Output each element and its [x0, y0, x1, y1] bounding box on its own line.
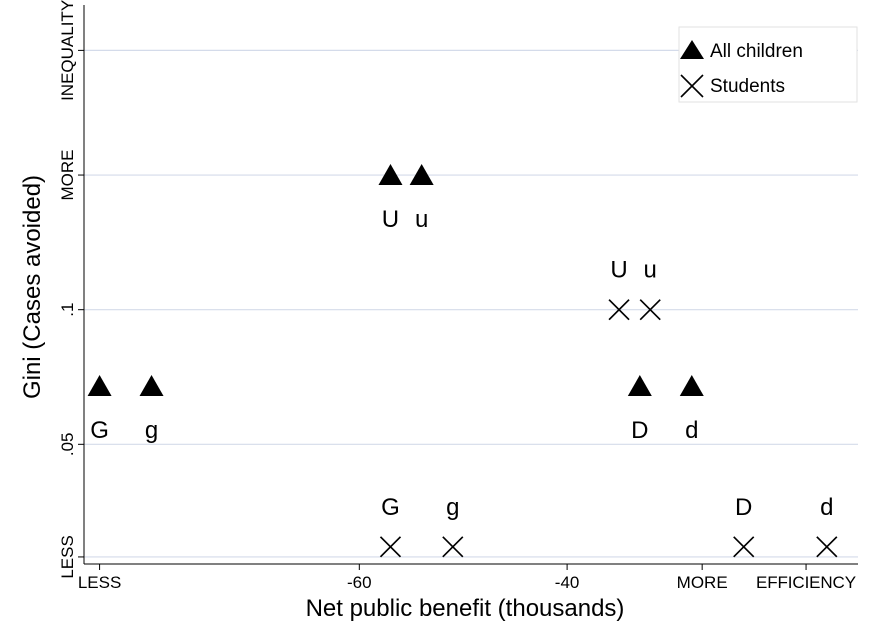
- x-marker-stroke: [379, 536, 402, 558]
- legend-label-students: Students: [710, 76, 785, 97]
- x-tick-label: EFFICIENCY: [756, 573, 856, 592]
- point-label: u: [644, 257, 657, 284]
- point-label: g: [446, 494, 459, 521]
- triangle-marker: [378, 164, 403, 186]
- point-label: D: [735, 494, 752, 521]
- x-marker: [733, 536, 755, 558]
- x-tick-label: LESS: [78, 573, 121, 592]
- legend-label-all-children: All children: [710, 41, 803, 62]
- x-marker-stroke: [733, 536, 755, 558]
- x-marker: [608, 299, 630, 321]
- point-label: U: [610, 257, 627, 284]
- y-axis-label: Gini (Cases avoided): [19, 175, 46, 399]
- legend-x-icon: [680, 74, 704, 98]
- point-label: d: [820, 494, 833, 521]
- x-marker-stroke: [608, 299, 630, 321]
- y-tick-label: INEQUALITY: [58, 0, 77, 101]
- triangle-marker: [139, 375, 164, 397]
- y-tick-label: .05: [58, 432, 77, 456]
- triangle-marker: [679, 375, 704, 397]
- point-label: U: [382, 206, 399, 233]
- point-label: g: [145, 417, 158, 444]
- x-marker-stroke: [816, 536, 838, 558]
- point-label: G: [381, 494, 400, 521]
- point-label: D: [631, 417, 648, 444]
- x-marker-stroke: [442, 536, 464, 558]
- x-tick-label: -40: [555, 573, 580, 592]
- x-marker: [442, 536, 464, 558]
- x-marker: [816, 536, 838, 558]
- triangle-marker: [87, 375, 112, 397]
- x-axis-ticks: LESS -60 -40 MORE EFFICIENCY: [78, 564, 856, 592]
- x-tick-label: -60: [347, 573, 372, 592]
- y-tick-label: MORE: [58, 150, 77, 201]
- triangle-marker: [409, 164, 434, 186]
- x-tick-label: MORE: [677, 573, 728, 592]
- legend-triangle-icon: [680, 40, 704, 59]
- y-tick-label: LESS: [58, 535, 77, 578]
- x-axis-label: Net public benefit (thousands): [306, 595, 625, 622]
- triangle-marker: [627, 375, 652, 397]
- x-marker: [379, 536, 402, 558]
- gridlines: [84, 49, 858, 558]
- legend-box: [678, 26, 858, 103]
- point-label: u: [415, 206, 428, 233]
- y-tick-label: .1: [58, 303, 77, 317]
- point-label: d: [685, 417, 698, 444]
- x-marker-stroke: [639, 299, 661, 321]
- legend: All children Students: [678, 26, 858, 103]
- y-axis-ticks: LESS .05 .1 MORE INEQUALITY: [58, 0, 84, 579]
- point-label: G: [90, 417, 109, 444]
- x-marker: [639, 299, 661, 321]
